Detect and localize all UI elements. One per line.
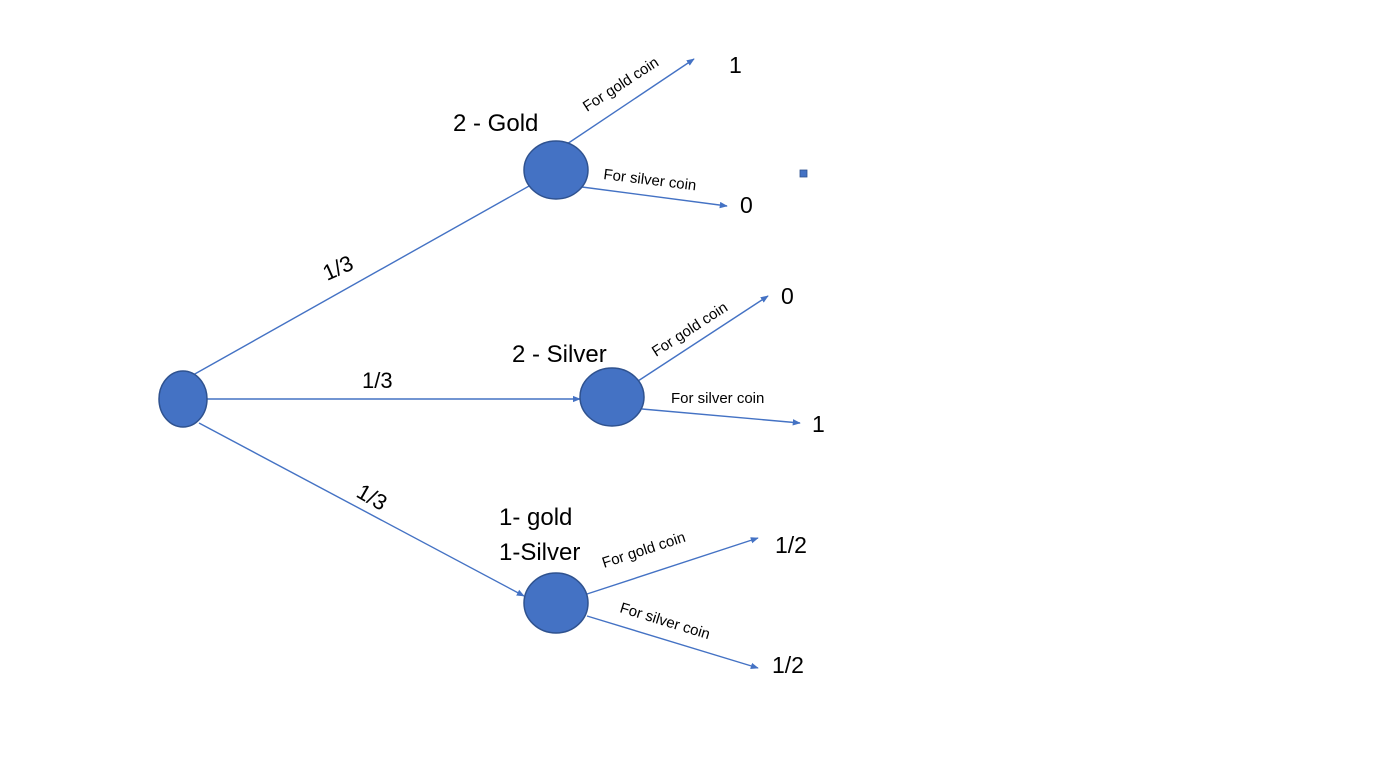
root-node	[158, 370, 208, 428]
edge-root-to-gold	[192, 180, 539, 376]
edge-label-silver-coin: For silver coin	[603, 166, 698, 194]
node-label: 2 - Silver	[512, 341, 607, 368]
branch-probability-label: 1/3	[362, 368, 393, 393]
outcome-value: 1	[812, 411, 825, 437]
edge-silver-to-gold-coin	[637, 295, 769, 382]
node-label: 1- gold	[499, 504, 572, 531]
edge-label-silver-coin: For silver coin	[618, 600, 712, 644]
branch-probability-label: 1/3	[353, 479, 392, 516]
edge-mixed-to-gold-coin	[586, 537, 759, 595]
stray-marker	[799, 169, 808, 178]
node-two-silver	[579, 367, 645, 427]
node-label: 1-Silver	[499, 539, 580, 566]
outcome-value: 1	[729, 52, 742, 78]
edge-mixed-to-silver-coin	[586, 615, 759, 669]
node-label: 2 - Gold	[453, 110, 538, 137]
outcome-value: 1/2	[775, 532, 807, 558]
edge-gold-to-silver-coin	[581, 186, 728, 209]
edge-label-gold-coin: For gold coin	[649, 299, 731, 360]
outcome-value: 0	[740, 192, 753, 218]
branch-probability-label: 1/3	[319, 250, 357, 285]
edge-root-to-mixed	[198, 422, 525, 597]
outcome-value: 1/2	[772, 652, 804, 678]
node-two-gold	[523, 140, 589, 200]
edge-label-silver-coin: For silver coin	[671, 390, 764, 407]
outcome-value: 0	[781, 283, 794, 309]
node-gold-silver	[523, 572, 589, 634]
edge-label-gold-coin: For gold coin	[580, 54, 662, 115]
edge-silver-to-silver-coin	[641, 408, 801, 426]
edge-gold-to-gold-coin	[566, 58, 695, 145]
